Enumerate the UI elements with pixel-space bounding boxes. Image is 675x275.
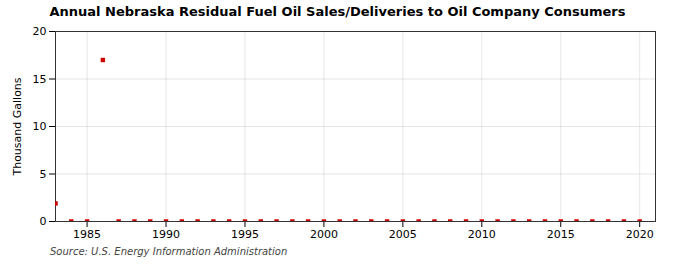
svg-text:2005: 2005 [389,228,417,241]
svg-text:2015: 2015 [547,228,575,241]
svg-text:5: 5 [40,168,47,181]
svg-text:10: 10 [33,120,47,133]
svg-text:2020: 2020 [626,228,654,241]
svg-text:20: 20 [33,25,47,38]
html-text:Source: U.S. Energy Informatio: Source: U.S. Energy Information Administ… [50,246,288,257]
svg-text:0: 0 [40,215,47,228]
svg-text:1985: 1985 [73,228,101,241]
svg-text:15: 15 [33,73,47,86]
svg-text:1990: 1990 [152,228,180,241]
svg-text:2000: 2000 [310,228,338,241]
svg-text:2010: 2010 [468,228,496,241]
svg-text:Thousand Gallons: Thousand Gallons [11,77,24,176]
html-text:Annual Nebraska Residual Fuel: Annual Nebraska Residual Fuel Oil Sales/… [49,4,626,19]
svg-text:1995: 1995 [231,228,259,241]
